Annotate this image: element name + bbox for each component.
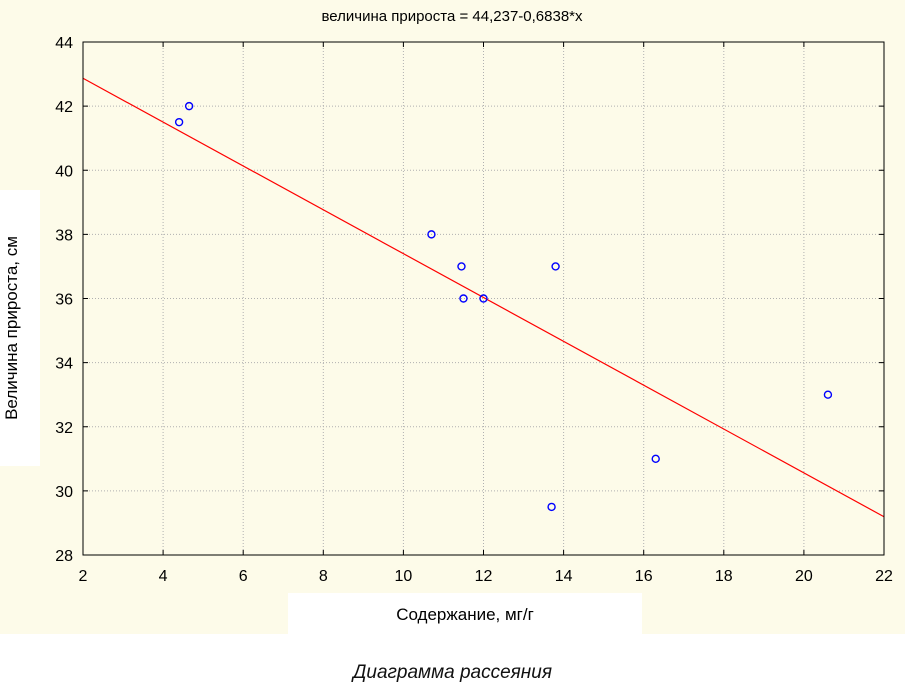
x-axis-label: Содержание, мг/г <box>396 605 534 624</box>
regression-line-layer <box>82 77 885 518</box>
y-tick-label: 38 <box>55 227 73 244</box>
y-tick-label: 42 <box>55 99 73 116</box>
plot-frame <box>82 41 885 556</box>
data-point <box>174 117 184 127</box>
data-point <box>823 390 833 399</box>
y-tick-label: 44 <box>55 35 73 52</box>
x-tick-label: 16 <box>635 568 653 585</box>
data-point <box>184 101 194 111</box>
y-tick-label: 34 <box>55 356 73 373</box>
y-axis-label: Величина прироста, см <box>2 236 21 420</box>
x-tick-label: 12 <box>475 568 493 585</box>
figure-caption: Диаграмма рассеяния <box>353 662 552 683</box>
grid-lines <box>83 42 884 555</box>
data-points <box>174 101 833 512</box>
regression-line <box>82 77 885 518</box>
x-tick-label: 2 <box>79 568 88 585</box>
y-tick-label: 36 <box>55 292 73 309</box>
y-tick-label: 30 <box>55 484 73 501</box>
x-tick-label: 18 <box>715 568 733 585</box>
chart-title: величина прироста = 44,237-0,6838*x <box>321 8 583 25</box>
data-point <box>551 262 560 271</box>
x-tick-label: 22 <box>875 568 893 585</box>
y-tick-label: 40 <box>55 163 73 180</box>
data-point <box>479 294 488 303</box>
data-point <box>427 230 436 239</box>
scatter-chart: величина прироста = 44,237-0,6838*x 2 4 6 8… <box>2 8 893 624</box>
x-tick-label: 10 <box>395 568 413 585</box>
y-tick-label: 32 <box>55 420 73 437</box>
data-point <box>457 262 466 271</box>
x-tick-label: 20 <box>795 568 813 585</box>
axis-ticks: 2 4 6 8 10 12 14 16 18 20 22 28 30 32 34 36 38 40 42 44 <box>55 35 893 585</box>
x-tick-label: 6 <box>239 568 248 585</box>
data-point <box>547 502 556 512</box>
y-tick-label: 28 <box>55 548 73 565</box>
x-tick-label: 14 <box>555 568 573 585</box>
y-axis-label-box <box>0 190 40 466</box>
x-tick-label: 8 <box>319 568 328 585</box>
data-point <box>459 294 468 303</box>
data-point <box>651 454 660 464</box>
x-axis-label-box <box>288 593 642 634</box>
x-tick-label: 4 <box>159 568 168 585</box>
